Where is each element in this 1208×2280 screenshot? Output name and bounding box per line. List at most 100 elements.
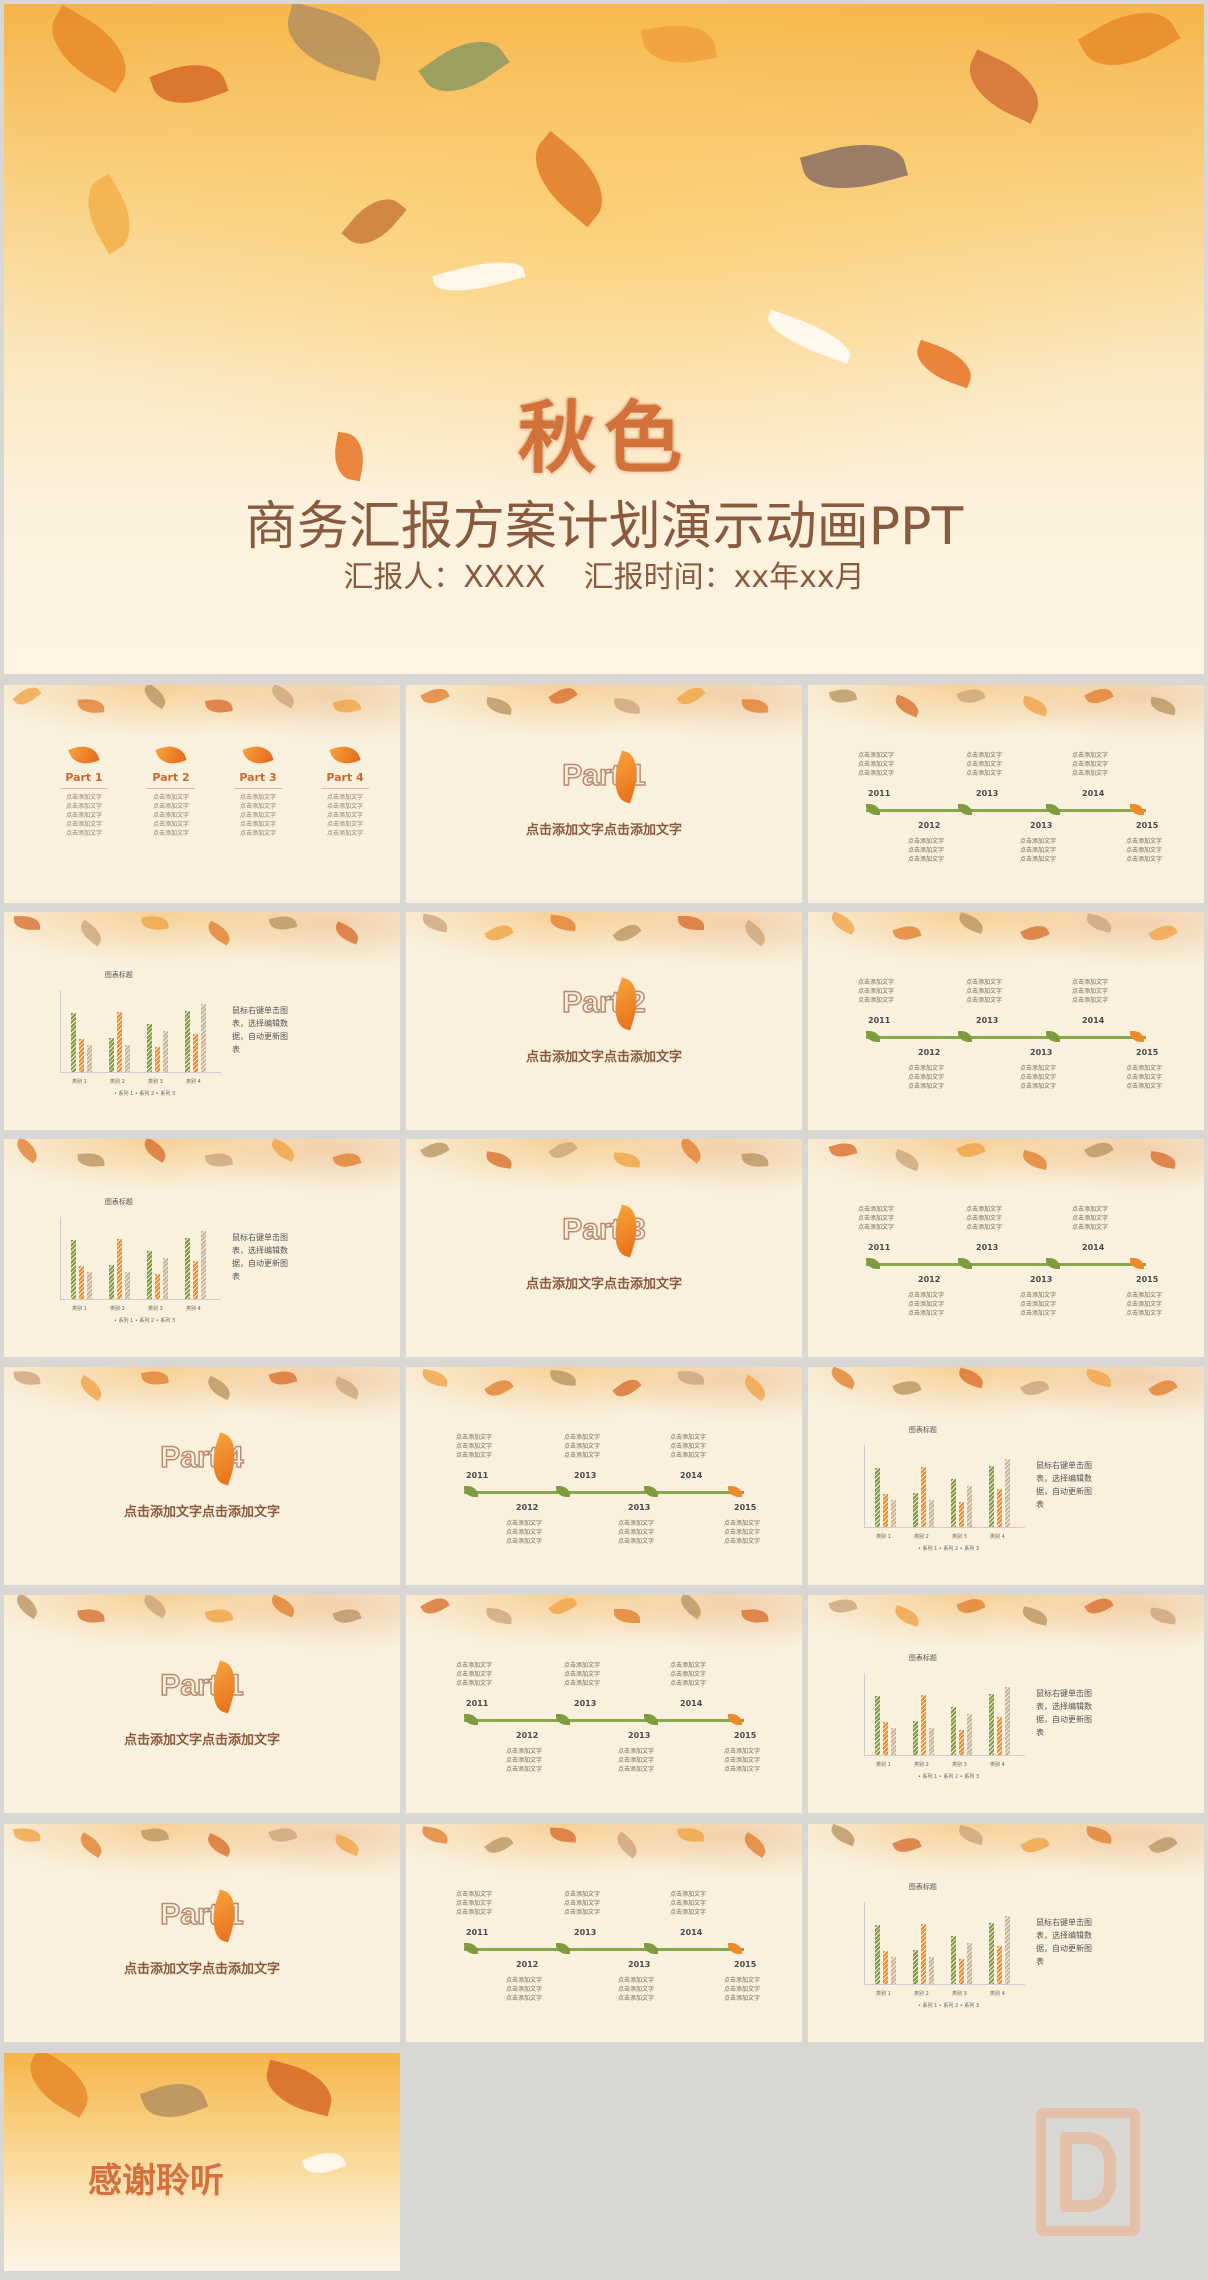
- timeline-marker: [1130, 1258, 1144, 1269]
- title-slide-preview[interactable]: 秋色 商务汇报方案计划演示动画PPT 汇报人：XXXX 汇报时间：xx年xx月: [4, 4, 1204, 674]
- leaf-decoration: [420, 685, 450, 709]
- leaf-decoration: [139, 2073, 209, 2128]
- slide-thumbnail-timeline[interactable]: 点击添加文字 点击添加文字 点击添加文字 2011 点击添加文字 点击添加文字 点击添加文字…: [406, 1367, 802, 1585]
- leaf-decoration: [1084, 1368, 1114, 1388]
- leaf-decoration: [1149, 1151, 1177, 1169]
- timeline-year: 2013: [976, 1243, 999, 1252]
- timeline-year: 2013: [574, 1471, 597, 1480]
- chart-title: 图表标题: [908, 1883, 937, 1891]
- leaf-decoration: [268, 1824, 298, 1846]
- chart-bar: [913, 1949, 918, 1984]
- slide-thumbnail-section[interactable]: Part 1 点击添加文字点击添加文字: [406, 685, 802, 903]
- chart-bar: [883, 1951, 888, 1984]
- chart-title: 图表标题: [104, 1198, 133, 1206]
- slide-thumbnail-section[interactable]: Part 1 点击添加文字点击添加文字: [4, 1595, 400, 1813]
- section-subtitle: 点击添加文字点击添加文字: [123, 1962, 280, 1977]
- chart-bar: [997, 1945, 1002, 1984]
- chart-plot-area: [864, 1673, 1025, 1756]
- slide-thumbnail-timeline[interactable]: 点击添加文字 点击添加文字 点击添加文字 2011 点击添加文字 点击添加文字 点击添加文字…: [808, 1139, 1204, 1357]
- chart-bar: [125, 1044, 130, 1072]
- slide-thumbnail-chart[interactable]: 图表标题 类别 1 类别 2 类别 3 类别 4 鼠标右键单击图表，选择编辑数据，自动更新…: [808, 1824, 1204, 2042]
- slide-thumbnail-timeline[interactable]: 点击添加文字 点击添加文字 点击添加文字 2011 点击添加文字 点击添加文字 点击添加文字…: [808, 685, 1204, 903]
- leaf-decoration: [892, 1833, 922, 1857]
- leaf-decoration: [140, 1139, 170, 1163]
- leaf-decoration: [485, 1607, 513, 1625]
- timeline-year: 2013: [976, 789, 999, 798]
- slide-thumbnail-parts-overview[interactable]: Part 1 点击添加文字 点击添加文字 点击添加文字 点击添加文字 点击添加文字 Par…: [4, 685, 400, 903]
- chart-note: 鼠标右键单击图表，选择编辑数据，自动更新图表: [232, 1006, 288, 1054]
- timeline-year: 2013: [976, 1016, 999, 1025]
- slide-thumbnail-chart[interactable]: 图表标题 类别 1 类别 2 类别 3 类别 4 鼠标右键单击图表，选择编辑数据，自动更新…: [808, 1367, 1204, 1585]
- leaf-decoration: [613, 698, 641, 714]
- slide-thumbnail-chart[interactable]: 图表标题 类别 1 类别 2 类别 3 类别 4 鼠标右键单击图表，选择编辑数据，自动更新…: [4, 1139, 400, 1357]
- chart-bar: [1005, 1686, 1010, 1755]
- slide-thumbnail-chart[interactable]: 图表标题 类别 1 类别 2 类别 3 类别 4 鼠标右键单击图表，选择编辑数据，自动更新…: [808, 1595, 1204, 1813]
- slide-thumbnail-timeline[interactable]: 点击添加文字 点击添加文字 点击添加文字 2011 点击添加文字 点击添加文字 点击添加文字…: [808, 912, 1204, 1130]
- chart-bar: [913, 1720, 918, 1755]
- leaf-decoration: [956, 1139, 986, 1162]
- leaf-decoration: [332, 695, 362, 717]
- chart-bar: [929, 1727, 934, 1755]
- leaf-decoration: [140, 685, 170, 710]
- chart-bar: [959, 1959, 964, 1984]
- leaf-decoration: [956, 685, 986, 708]
- chart-bar: [967, 1486, 972, 1527]
- timeline-year: 2012: [516, 1503, 539, 1512]
- slide-thumbnail-section[interactable]: Part 4 点击添加文字点击添加文字: [4, 1367, 400, 1585]
- leaf-decoration: [484, 1831, 514, 1859]
- slide-thumbnail-chart[interactable]: 图表标题 类别 1 类别 2 类别 3 类别 4 鼠标右键单击图表，选择编辑数据，自动更新…: [4, 912, 400, 1130]
- timeline-text: 点击添加文字 点击添加文字 点击添加文字: [564, 1891, 601, 1916]
- slide-thumbnail-thanks[interactable]: 感谢聆听: [4, 2053, 400, 2271]
- timeline-text: 点击添加文字 点击添加文字 点击添加文字: [506, 1748, 543, 1773]
- leaf-decoration: [204, 1833, 234, 1857]
- slide-thumbnail-section[interactable]: Part 2 点击添加文字点击添加文字: [406, 912, 802, 1130]
- chart-bar: [147, 1024, 152, 1072]
- timeline-marker: [1046, 1258, 1060, 1269]
- chart-bar: [951, 1707, 956, 1755]
- timeline-text: 点击添加文字 点击添加文字 点击添加文字: [1126, 838, 1163, 863]
- leaf-decoration: [956, 1595, 986, 1618]
- chart-bar: [929, 1499, 934, 1527]
- chart-legend: • 系列 1 • 系列 2 • 系列 3: [114, 1091, 176, 1097]
- timeline-text: 点击添加文字 点击添加文字 点击添加文字: [1126, 1292, 1163, 1317]
- leaf-decoration: [549, 1370, 577, 1386]
- chart-plot-area: [864, 1445, 1025, 1528]
- leaf-decoration: [37, 4, 141, 94]
- timeline-marker: [644, 1714, 658, 1725]
- leaf-decoration: [1020, 1606, 1050, 1626]
- leaf-decoration: [140, 1595, 170, 1619]
- chart-bar: [79, 1039, 84, 1072]
- chart-bar: [967, 1714, 972, 1755]
- chart-bar: [921, 1466, 926, 1527]
- leaf-decoration: [677, 1370, 705, 1386]
- timeline-text: 点击添加文字 点击添加文字 点击添加文字: [966, 1206, 1003, 1231]
- timeline-year: 2012: [516, 1731, 539, 1740]
- leaf-decoration: [141, 914, 169, 932]
- slide-thumbnail-section[interactable]: Part 1 点击添加文字点击添加文字: [4, 1824, 400, 2042]
- section-title: Part 3: [562, 1212, 647, 1247]
- timeline-text: 点击添加文字 点击添加文字 点击添加文字: [908, 1292, 945, 1317]
- slide-thumbnail-section[interactable]: Part 3 点击添加文字点击添加文字: [406, 1139, 802, 1357]
- chart-bar: [71, 1240, 76, 1299]
- timeline-marker: [556, 1943, 570, 1954]
- timeline-line: [866, 809, 1146, 812]
- section-title: Part 4: [160, 1440, 245, 1475]
- leaf-decoration: [892, 922, 922, 944]
- section-subtitle: 点击添加文字点击添加文字: [123, 1733, 280, 1748]
- chart-bar: [875, 1468, 880, 1527]
- chart-bar: [997, 1716, 1002, 1755]
- leaf-decoration: [332, 1149, 362, 1171]
- slide-thumbnail-timeline[interactable]: 点击添加文字 点击添加文字 点击添加文字 2011 点击添加文字 点击添加文字 点击添加文字…: [406, 1595, 802, 1813]
- timeline-marker: [1130, 1031, 1144, 1042]
- timeline-text: 点击添加文字 点击添加文字 点击添加文字: [1020, 1292, 1057, 1317]
- timeline-line: [866, 1263, 1146, 1266]
- section-title: Part 2: [562, 985, 647, 1020]
- chart-bar: [163, 1258, 168, 1299]
- slide-thumbnail-timeline[interactable]: 点击添加文字 点击添加文字 点击添加文字 2011 点击添加文字 点击添加文字 点击添加文字…: [406, 1824, 802, 2042]
- timeline-text: 点击添加文字 点击添加文字 点击添加文字: [618, 1520, 655, 1545]
- chart-category-label: 类别 1: [72, 1079, 87, 1085]
- timeline-year: 2015: [1136, 1275, 1159, 1284]
- timeline-year: 2013: [628, 1503, 651, 1512]
- timeline-year: 2013: [1030, 821, 1053, 830]
- timeline-year: 2014: [680, 1471, 703, 1480]
